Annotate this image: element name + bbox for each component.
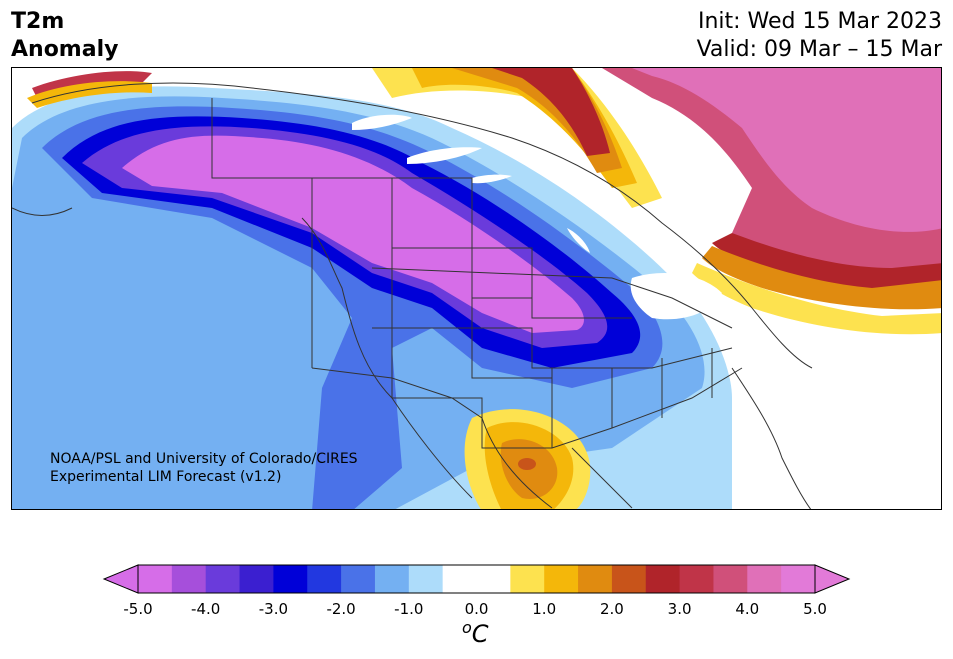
colorbar-tick-label: -1.0 [394,600,424,618]
credit-line-2: Experimental LIM Forecast (v1.2) [50,469,282,485]
title-line-2: Anomaly [11,37,119,62]
colorbar-swatch [781,565,816,593]
colorbar-swatch [374,565,410,593]
colorbar-swatch [476,565,511,593]
colorbar-swatch [138,565,173,593]
colorbar-tick-label: 1.0 [532,600,557,618]
colorbar-swatches [138,565,816,593]
colorbar-extend-high [814,564,851,594]
colorbar-tick-label: 0.0 [464,600,489,618]
credit-line-1: NOAA/PSL and University of Colorado/CIRE… [50,451,358,467]
credit-text: NOAA/PSL and University of Colorado/CIRE… [50,450,358,486]
colorbar-tick-label: -5.0 [123,600,153,618]
anomaly-map: NOAA/PSL and University of Colorado/CIRE… [11,67,942,510]
colorbar-tick-label: 5.0 [803,600,827,618]
warm-anomaly-alaska [32,71,152,98]
colorbar-swatch [645,565,681,593]
colorbar-swatch [307,565,342,593]
colorbar-outline [137,564,816,594]
colorbar-swatch [408,565,444,593]
colorbar-swatch [273,565,308,593]
colorbar-swatch [679,565,714,593]
valid-range: Valid: 09 Mar – 15 Mar [696,37,942,62]
colorbar-tick-label: 4.0 [735,600,760,618]
colorbar-swatch [341,565,376,593]
colorbar-tick-label: 2.0 [599,600,624,618]
colorbar-swatch [171,565,207,593]
country-state-borders [12,82,813,509]
colorbar-tick-label: -2.0 [326,600,356,618]
colorbar-swatch [544,565,579,593]
colorbar-tick-label: -3.0 [258,600,289,618]
warm-anomaly-mexico [464,409,591,509]
colorbar-swatch [578,565,613,593]
colorbar-swatch [747,565,782,593]
colorbar-swatch [713,565,748,593]
lakes [352,114,722,320]
init-date: Init: Wed 15 Mar 2023 [697,9,942,34]
colorbar-swatch [510,565,545,593]
colorbar-extend-low [102,564,139,594]
colorbar-unit: oC [462,618,489,648]
map-svg [12,68,941,509]
colorbar-swatch [611,565,647,593]
colorbar-swatch [239,565,274,593]
colorbar-swatch [205,565,241,593]
colorbar-tick-label: 3.0 [667,600,692,618]
forecast-dates: Init: Wed 15 Mar 2023 Valid: 09 Mar – 15… [697,8,942,64]
colorbar-swatch [442,565,477,593]
cold-anomaly-region [12,86,732,509]
chart-title: T2m Anomaly [11,8,118,64]
warm-anomaly-northeast [372,68,941,335]
title-line-1: T2m [11,9,65,34]
colorbar-tick-label: -4.0 [191,600,221,618]
